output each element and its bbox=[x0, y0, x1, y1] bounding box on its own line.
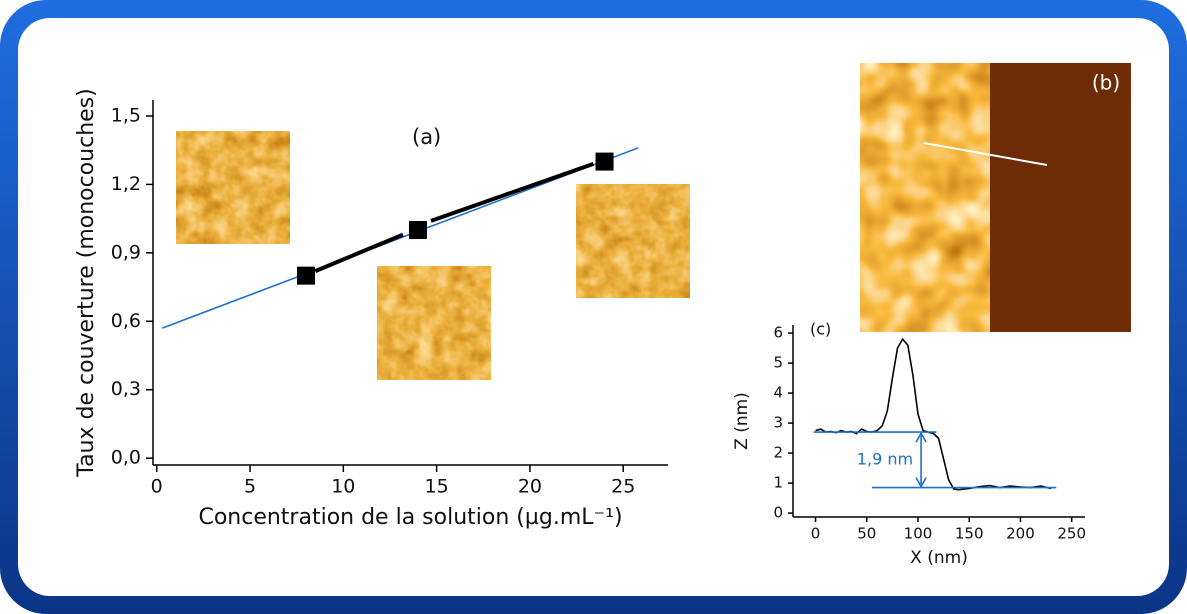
x-tick-label: 5 bbox=[244, 476, 256, 498]
y-tick-label: 4 bbox=[773, 384, 783, 402]
y-axis-label: Z (nm) bbox=[732, 392, 752, 450]
x-axis-label: X (nm) bbox=[910, 548, 968, 568]
delta-label: 1,9 nm bbox=[857, 449, 913, 468]
afm-image bbox=[176, 131, 290, 244]
y-axis-label: Taux de couverture (monocouches) bbox=[74, 88, 99, 477]
arrow-head bbox=[915, 431, 927, 489]
y-tick-label: 0,9 bbox=[111, 241, 141, 263]
data-point bbox=[297, 266, 316, 285]
panel-label: (b) bbox=[1092, 71, 1120, 95]
y-tick-label: 1,2 bbox=[111, 173, 141, 195]
x-tick-label: 200 bbox=[1006, 525, 1035, 543]
data-point bbox=[408, 221, 427, 240]
x-tick-label: 25 bbox=[611, 476, 635, 498]
y-tick-label: 0,0 bbox=[111, 447, 141, 469]
x-tick-label: 15 bbox=[425, 476, 449, 498]
afm-image bbox=[576, 184, 690, 298]
y-tick-label: 2 bbox=[773, 444, 783, 462]
y-tick-label: 5 bbox=[773, 354, 783, 372]
annotation: (c) bbox=[810, 320, 831, 339]
data-point bbox=[595, 152, 614, 171]
x-tick-label: 250 bbox=[1057, 525, 1086, 543]
y-tick-label: 3 bbox=[773, 414, 783, 432]
profile-line bbox=[923, 142, 1048, 166]
y-tick-label: 6 bbox=[773, 324, 783, 342]
x-tick-label: 100 bbox=[904, 525, 933, 543]
x-tick-label: 10 bbox=[331, 476, 355, 498]
x-tick-label: 50 bbox=[857, 525, 876, 543]
annotation: (a) bbox=[412, 125, 441, 149]
y-tick-label: 1 bbox=[773, 474, 783, 492]
y-tick-label: 0 bbox=[773, 504, 783, 522]
y-tick-label: 0,6 bbox=[111, 310, 141, 332]
x-tick-label: 0 bbox=[811, 525, 821, 543]
substrate-region bbox=[990, 63, 1131, 332]
x-tick-label: 0 bbox=[151, 476, 163, 498]
data-line bbox=[314, 162, 595, 273]
y-tick-label: 1,5 bbox=[111, 104, 141, 126]
afm-image bbox=[377, 266, 491, 380]
x-tick-label: 20 bbox=[518, 476, 542, 498]
x-axis-label: Concentration de la solution (µg.mL⁻¹) bbox=[198, 505, 622, 530]
y-tick-label: 0,3 bbox=[111, 378, 141, 400]
x-tick-label: 150 bbox=[955, 525, 984, 543]
